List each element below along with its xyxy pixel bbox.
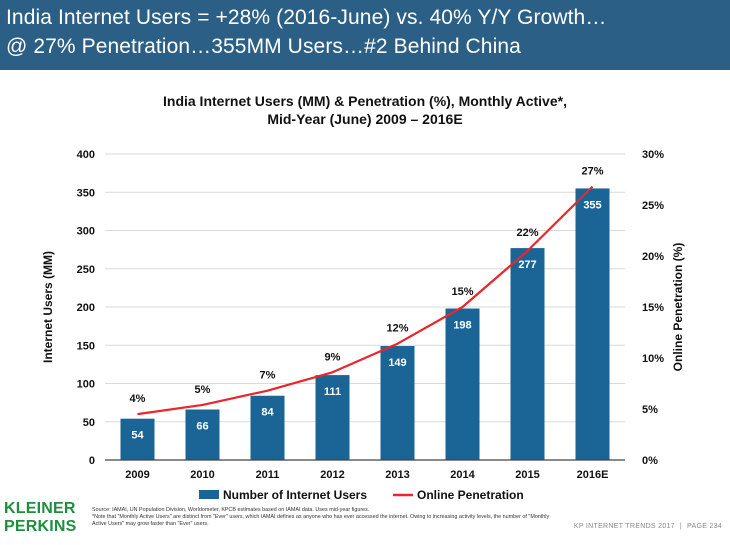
x-tick-label: 2014	[450, 469, 475, 481]
bar-value-label: 66	[196, 421, 208, 433]
logo-line-1: KLEINER	[4, 500, 76, 517]
x-tick-label: 2012	[320, 469, 344, 481]
page-number: PAGE 234	[687, 523, 722, 530]
y-axis-label: Internet Users (MM)	[41, 251, 55, 363]
combo-chart: India Internet Users (MM) & Penetration …	[41, 93, 685, 502]
bar-value-label: 54	[131, 430, 144, 442]
source-note: Source: IAMAI, UN Population Division, W…	[92, 507, 370, 513]
legend-swatch-users	[199, 490, 219, 499]
chart-title-line-1: India Internet Users (MM) & Penetration …	[163, 93, 567, 109]
y-tick-label: 250	[77, 264, 95, 276]
y-tick-label: 100	[77, 379, 95, 391]
logo-line-2: PERKINS	[4, 518, 77, 535]
report-name: KP INTERNET TRENDS 2017	[573, 523, 675, 530]
legend-label-penetration: Online Penetration	[417, 488, 524, 502]
penetration-label: 5%	[195, 384, 211, 396]
bar-2014	[445, 308, 480, 460]
y-tick-label: 300	[77, 226, 95, 238]
kleiner-perkins-logo: KLEINER PERKINS	[4, 500, 77, 536]
slide-header: India Internet Users = +28% (2016-June) …	[0, 0, 730, 70]
bar-value-label: 111	[324, 386, 341, 398]
y-tick-label: 150	[77, 340, 95, 352]
bar-2016E	[575, 188, 610, 461]
penetration-label: 27%	[581, 166, 603, 178]
chart-title-line-2: Mid-Year (June) 2009 – 2016E	[267, 111, 462, 127]
asterisk-note: *Note that "Monthly Active Users" are di…	[92, 514, 550, 527]
x-tick-label: 2016E	[577, 469, 609, 481]
bar-value-label: 84	[261, 407, 274, 419]
penetration-label: 22%	[516, 227, 538, 239]
y2-tick-label: 10%	[642, 353, 664, 365]
footer-notes: Source: IAMAI, UN Population Division, W…	[92, 507, 562, 528]
legend: Number of Internet Users Online Penetrat…	[199, 488, 524, 502]
bar-value-label: 277	[518, 259, 536, 271]
data-labels: 54 66 84 111 149 198 277 355 4% 5% 7% 9% 12% 15% 22% 27…	[130, 166, 604, 442]
slide-title-line-2: @ 27% Penetration…355MM Users…#2 Behind …	[6, 35, 521, 58]
x-tick-label: 2015	[515, 469, 539, 481]
y2-tick-label: 20%	[642, 251, 664, 263]
grid-lines	[105, 153, 625, 423]
legend-label-users: Number of Internet Users	[223, 488, 367, 502]
bars	[120, 188, 610, 461]
bar-2009	[120, 418, 155, 460]
y-tick-label: 200	[77, 302, 95, 314]
y2-axis-label: Online Penetration (%)	[671, 243, 685, 372]
y2-tick-label: 15%	[642, 302, 664, 314]
penetration-label: 9%	[325, 351, 341, 363]
bar-value-label: 198	[453, 320, 471, 332]
penetration-label: 15%	[451, 286, 473, 298]
x-tick-label: 2011	[256, 469, 280, 481]
bar-2015	[510, 248, 545, 460]
bar-2013	[380, 346, 415, 460]
y2-tick-label: 30%	[642, 149, 664, 161]
bar-2010	[185, 409, 220, 460]
y-tick-label: 0	[89, 455, 95, 467]
y2-tick-label: 25%	[642, 200, 664, 212]
x-tick-label: 2010	[190, 469, 214, 481]
y-tick-label: 350	[77, 187, 95, 199]
penetration-label: 12%	[386, 323, 408, 335]
y-tick-label: 50	[83, 417, 95, 429]
page-footer: KP INTERNET TRENDS 2017 | PAGE 234	[573, 523, 722, 530]
axes: 0 50 100 150 200 250 300 350 400 0% 5% 10% 15% 20% 25%…	[77, 149, 665, 481]
x-tick-label: 2009	[125, 469, 149, 481]
penetration-line-layer	[137, 185, 594, 416]
bar-value-label: 149	[388, 357, 406, 369]
y2-tick-label: 5%	[642, 404, 658, 416]
bar-2011	[250, 395, 285, 460]
bar-2012	[315, 375, 350, 460]
y2-tick-label: 0%	[642, 455, 658, 467]
bar-value-label: 355	[583, 199, 601, 211]
y-tick-label: 400	[77, 149, 95, 161]
penetration-label: 7%	[260, 370, 276, 382]
slide-title-line-1: India Internet Users = +28% (2016-June) …	[6, 6, 607, 29]
x-tick-label: 2013	[385, 469, 409, 481]
penetration-line	[137, 185, 594, 416]
penetration-label: 4%	[130, 393, 146, 405]
